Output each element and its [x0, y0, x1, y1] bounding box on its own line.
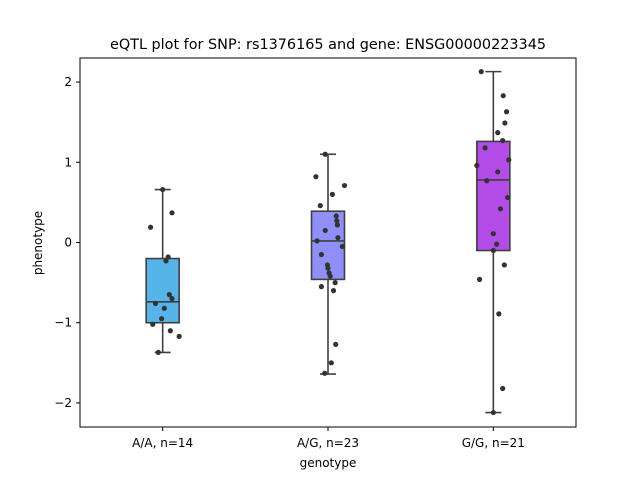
data-point	[329, 191, 335, 197]
data-point	[317, 203, 323, 209]
data-point	[497, 206, 504, 212]
data-point	[161, 305, 167, 311]
plot-area	[145, 69, 512, 416]
data-point	[490, 409, 496, 416]
data-point	[500, 93, 506, 99]
data-point	[166, 292, 172, 298]
data-point	[169, 210, 175, 216]
data-point	[318, 284, 324, 290]
data-point	[490, 231, 496, 237]
data-point	[158, 316, 165, 322]
data-point	[334, 222, 340, 228]
box-group	[145, 188, 180, 354]
data-point	[324, 262, 331, 268]
data-point	[335, 235, 341, 241]
data-point	[341, 182, 348, 189]
y-tick-label: 1	[64, 155, 72, 169]
data-point	[500, 385, 506, 392]
x-tick-label: A/G, n=23	[297, 436, 359, 450]
data-point	[155, 349, 161, 355]
data-point	[494, 241, 500, 247]
y-tick-label: 2	[64, 75, 72, 89]
y-axis-label: phenotype	[31, 211, 45, 275]
data-point	[147, 224, 154, 230]
box	[145, 257, 180, 324]
data-point	[150, 321, 156, 327]
data-point	[505, 194, 511, 201]
data-point	[163, 258, 169, 264]
x-tick-label: G/G, n=21	[462, 436, 525, 450]
data-point	[501, 262, 507, 268]
data-point	[318, 251, 324, 258]
data-point	[333, 213, 339, 219]
chart-title: eQTL plot for SNP: rs1376165 and gene: E…	[110, 37, 546, 53]
data-point	[496, 311, 502, 317]
data-point	[495, 169, 501, 175]
data-point	[327, 273, 333, 279]
axes: −2 −1 0 1 2 A/A, n=14 A/G, n=23 G/G, n=21	[54, 75, 525, 450]
data-point	[484, 178, 490, 184]
data-point	[152, 300, 159, 307]
x-tick-label: A/A, n=14	[132, 436, 193, 450]
x-axis-label: genotype	[300, 456, 357, 470]
data-point	[474, 162, 480, 169]
data-point	[478, 69, 484, 75]
data-point	[160, 186, 166, 193]
data-point	[322, 227, 328, 234]
data-point	[176, 333, 182, 339]
y-tick-label: −1	[54, 316, 72, 330]
data-point	[314, 238, 320, 244]
data-point	[503, 109, 510, 115]
y-tick-label: 0	[64, 236, 72, 250]
data-point	[332, 280, 338, 286]
data-point	[334, 218, 340, 224]
data-point	[322, 151, 328, 157]
data-point	[500, 138, 506, 144]
data-point	[330, 288, 337, 294]
box	[310, 210, 346, 281]
data-point	[167, 328, 173, 334]
data-point	[495, 130, 501, 136]
data-point	[506, 157, 512, 163]
data-point	[313, 174, 319, 180]
data-point	[502, 120, 508, 126]
data-point	[169, 296, 175, 302]
y-tick-label: −2	[54, 396, 72, 410]
data-point	[328, 360, 334, 366]
data-point	[482, 145, 488, 151]
data-point	[333, 341, 339, 347]
data-point	[165, 254, 171, 260]
data-point	[339, 243, 345, 250]
data-point	[476, 276, 483, 282]
data-point	[490, 247, 496, 254]
data-point	[322, 370, 328, 376]
